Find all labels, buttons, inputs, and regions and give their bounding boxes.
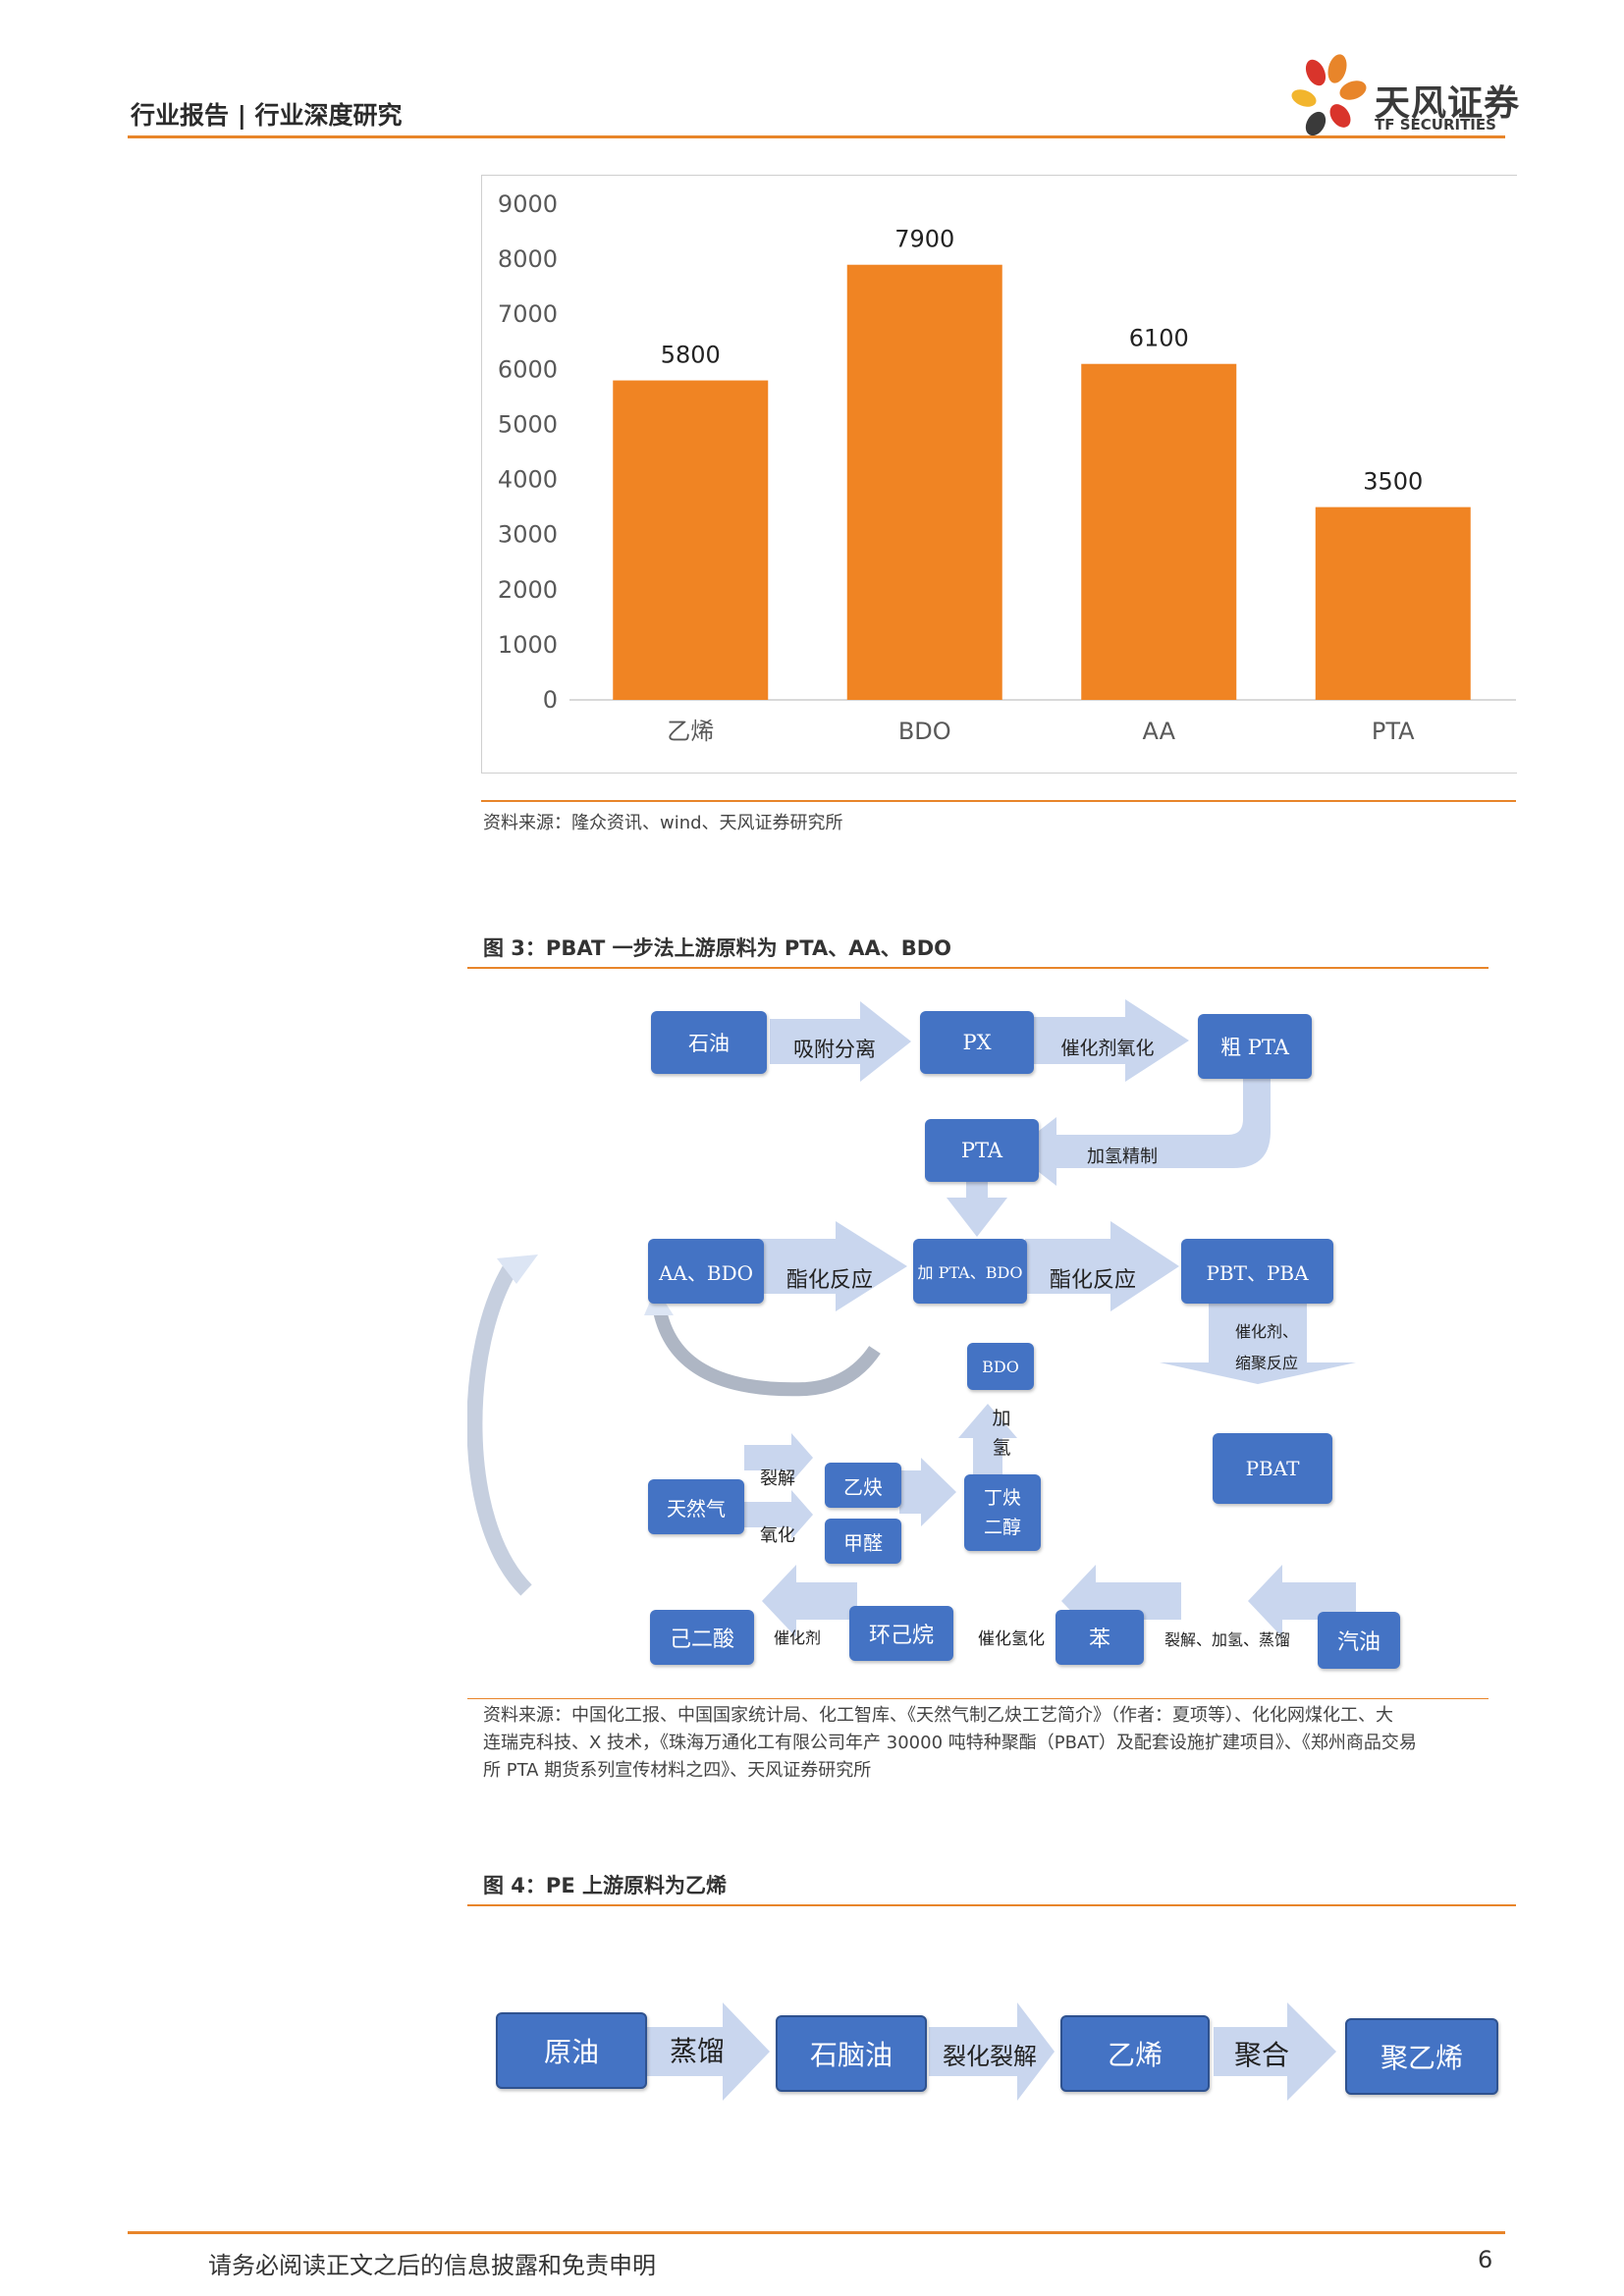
report-header: 行业报告 | 行业深度研究 — [131, 101, 403, 130]
y-tick-label: 7000 — [498, 300, 558, 328]
x-category-label: AA — [1142, 718, 1175, 745]
pe-box-naphtha: 石脑油 — [776, 2015, 927, 2092]
bar-data-label: 7900 — [894, 226, 954, 253]
pe-label-cracking: 裂化裂解 — [943, 2042, 1037, 2070]
y-tick-label: 9000 — [498, 190, 558, 218]
y-tick-label: 6000 — [498, 355, 558, 383]
pe-label-polymerize: 聚合 — [1233, 2039, 1289, 2071]
fig3-source-line-3: 所 PTA 期货系列宣传材料之四》、天风证券研究所 — [483, 1760, 872, 1781]
footer-divider — [128, 2231, 1505, 2234]
bar-data-label: 5800 — [661, 342, 721, 369]
flow-box-bdo: BDO — [967, 1343, 1034, 1390]
butynediol-line-2: 二醇 — [983, 1517, 1021, 1538]
y-tick-label: 8000 — [498, 245, 558, 273]
pe-box-crude-oil: 原油 — [496, 2012, 647, 2089]
label-crack-hydro-distill: 裂解、加氢、蒸馏 — [1164, 1630, 1290, 1649]
flow-box-adipic-acid: 己二酸 — [650, 1610, 754, 1665]
bar-data-label: 6100 — [1129, 325, 1189, 352]
y-tick-label: 4000 — [498, 466, 558, 494]
logo-subtitle: TF SECURITIES — [1375, 116, 1496, 133]
chart-source-divider — [481, 800, 1516, 802]
label-hydrogenation-2: 氢 — [992, 1436, 1011, 1459]
label-polycondensation-2: 缩聚反应 — [1234, 1354, 1298, 1372]
header-divider — [128, 135, 1505, 138]
chart-frame — [481, 175, 1517, 774]
butynediol-line-1: 丁炔 — [983, 1487, 1021, 1509]
flow-box-cyclohexane: 环己烷 — [849, 1606, 953, 1661]
fig3-flow-connectors — [467, 999, 1356, 1637]
flow-box-pta: PTA — [925, 1119, 1039, 1182]
pe-box-polyethylene: 聚乙烯 — [1345, 2018, 1498, 2095]
label-oxidation: 氧化 — [760, 1525, 795, 1546]
x-category-label: PTA — [1372, 718, 1415, 745]
pe-box-ethylene: 乙烯 — [1060, 2015, 1210, 2092]
fig3-title-divider — [467, 967, 1489, 969]
x-category-label: 乙烯 — [667, 718, 714, 745]
label-catalytic-oxidation: 催化剂氧化 — [1060, 1037, 1155, 1059]
bar-chart: 0 1000 2000 3000 4000 5000 6000 7000 8000 9000 580… — [498, 190, 1516, 745]
flow-box-butynediol: 丁炔 二醇 — [964, 1474, 1041, 1551]
y-tick-label: 2000 — [498, 576, 558, 604]
label-catalyst: 催化剂 — [773, 1629, 821, 1647]
fig3-source-line-1: 资料来源：中国化工报、中国国家统计局、化工智库、《天然气制乙炔工艺简介》（作者：… — [483, 1705, 1393, 1726]
y-tick-label: 1000 — [498, 631, 558, 659]
bar — [1081, 363, 1237, 700]
flow-box-acetylene: 乙炔 — [825, 1463, 901, 1508]
label-adsorption: 吸附分离 — [793, 1038, 876, 1061]
chart-source: 资料来源：隆众资讯、wind、天风证券研究所 — [483, 813, 843, 833]
footer-disclaimer: 请务必阅读正文之后的信息披露和免责申明 — [208, 2252, 656, 2279]
fig3-title: 图 3：PBAT 一步法上游原料为 PTA、AA、BDO — [483, 936, 952, 960]
flow-box-pbt-pba: PBT、PBA — [1181, 1239, 1333, 1304]
tf-logo-icon — [1291, 54, 1367, 136]
label-polycondensation-1: 催化剂、 — [1234, 1322, 1298, 1341]
label-hydrogenation-1: 加 — [992, 1407, 1011, 1429]
page-number: 6 — [1478, 2246, 1493, 2273]
flow-box-natural-gas: 天然气 — [648, 1479, 744, 1534]
pe-label-distill: 蒸馏 — [669, 2035, 725, 2067]
fig4-title-divider — [467, 1904, 1516, 1906]
y-tick-label: 0 — [543, 686, 558, 714]
logo-name: 天风证券 — [1375, 83, 1521, 124]
flow-box-pbat: PBAT — [1213, 1433, 1332, 1504]
flow-box-formaldehyde: 甲醛 — [825, 1519, 901, 1564]
flow-box-add-pta-bdo: 加 PTA、BDO — [913, 1239, 1027, 1304]
flow-box-px: PX — [920, 1011, 1034, 1074]
flow-box-gasoline: 汽油 — [1318, 1612, 1400, 1669]
flow-box-aa-bdo: AA、BDO — [648, 1239, 764, 1304]
flow-box-crude-pta: 粗 PTA — [1198, 1014, 1312, 1079]
bar — [846, 264, 1002, 700]
fig3-source-line-2: 连瑞克科技、X 技术，《珠海万通化工有限公司年产 30000 吨特种聚酯（PBA… — [483, 1733, 1417, 1753]
bar-data-label: 3500 — [1363, 468, 1423, 496]
fig4-flow-connectors — [644, 2002, 1336, 2101]
label-hydro-refine: 加氢精制 — [1087, 1147, 1158, 1167]
flow-box-oil: 石油 — [651, 1011, 767, 1074]
x-category-label: BDO — [898, 718, 951, 745]
bar — [613, 380, 769, 700]
label-cracking: 裂解 — [760, 1468, 795, 1489]
flow-box-benzene: 苯 — [1056, 1610, 1144, 1665]
label-esterification-2: 酯化反应 — [1049, 1268, 1136, 1293]
fig3-source-divider — [467, 1698, 1489, 1699]
label-esterification-1: 酯化反应 — [785, 1268, 873, 1293]
y-tick-label: 5000 — [498, 410, 558, 438]
fig3-source: 资料来源：中国化工报、中国国家统计局、化工智库、《天然气制乙炔工艺简介》（作者：… — [483, 1702, 1499, 1785]
fig4-title: 图 4：PE 上游原料为乙烯 — [483, 1874, 727, 1897]
bar — [1315, 507, 1471, 700]
y-tick-label: 3000 — [498, 521, 558, 549]
label-catalytic-hydrogenation: 催化氢化 — [978, 1629, 1045, 1649]
